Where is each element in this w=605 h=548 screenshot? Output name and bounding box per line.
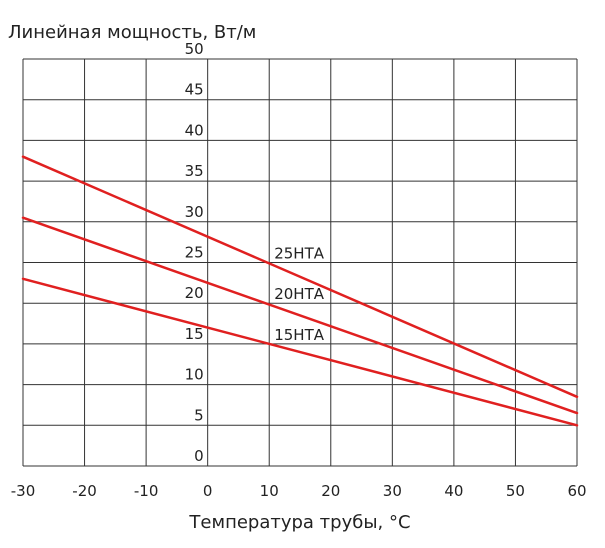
x-tick-label: 30 [383,482,402,500]
series-lines [21,155,579,427]
series-line-2 [21,216,579,415]
x-tick-label: 20 [321,482,340,500]
y-tick-label: 20 [185,284,204,302]
series-labels: 25НТА 20НТА 15НТА [274,244,325,343]
x-tick-label: -10 [134,482,159,500]
x-tick-label: 10 [260,482,279,500]
x-tick-label: -20 [72,482,97,500]
series-label: 25НТА [274,244,325,262]
series-label: 20НТА [274,285,325,303]
y-tick-label: 50 [185,40,204,58]
x-tick-label: 40 [444,482,463,500]
x-axis-label: Температура трубы, °C [188,512,410,533]
chart-title: Линейная мощность, Вт/м [8,22,256,43]
series-label: 15НТА [274,326,325,344]
y-tick-label: 35 [185,162,204,180]
y-tick-label: 5 [194,406,204,424]
y-tick-label: 0 [194,447,204,465]
tick-labels: -30 -20 -10 0 10 20 30 40 50 60 0 5 10 15 20 25 30 35 40 45… [11,40,587,500]
y-tick-label: 10 [185,366,204,384]
y-tick-label: 40 [185,121,204,139]
y-tick-label: 15 [185,325,204,343]
y-tick-label: 30 [185,203,204,221]
x-tick-label: 0 [203,482,213,500]
x-tick-label: 60 [567,482,586,500]
series-line-1 [21,155,579,399]
x-tick-label: 50 [506,482,525,500]
y-tick-label: 25 [185,244,204,262]
series-line-3 [21,277,579,427]
y-tick-label: 45 [185,81,204,99]
x-tick-label: -30 [11,482,36,500]
grid [22,58,578,467]
